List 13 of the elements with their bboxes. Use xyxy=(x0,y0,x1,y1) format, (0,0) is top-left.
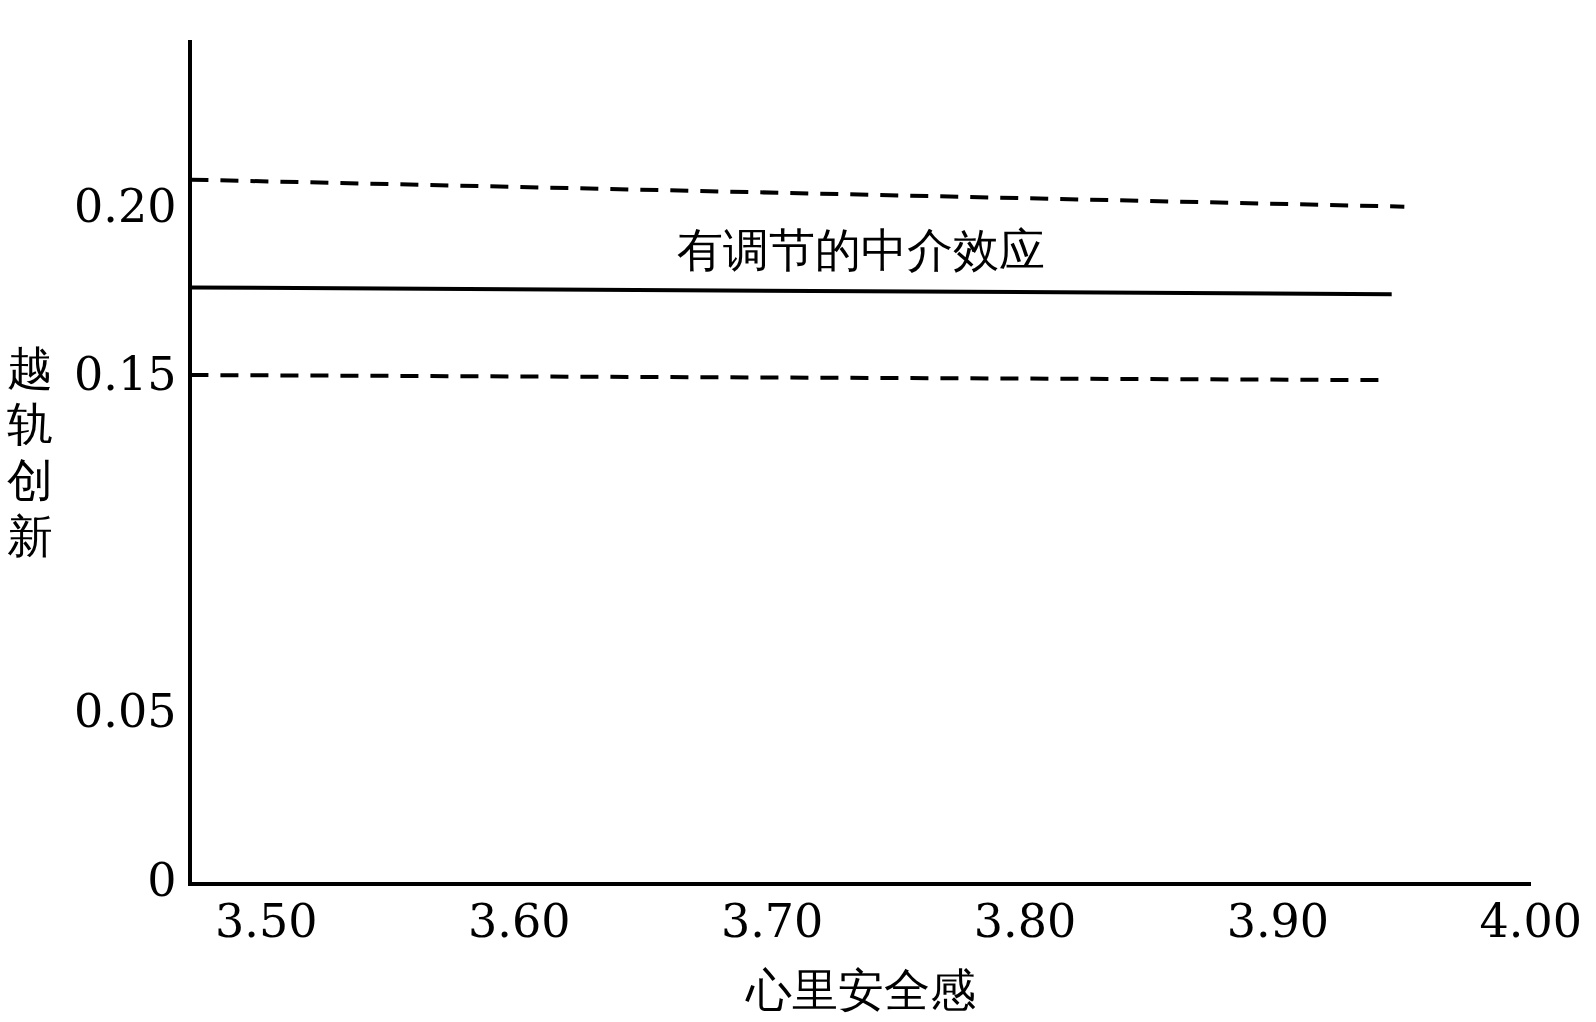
annotation: 有调节的中介效应 xyxy=(676,223,1045,278)
y-tick-label: 0.05 xyxy=(74,684,177,739)
x-tick-label: 3.80 xyxy=(973,894,1077,949)
x-tick-label: 4.00 xyxy=(1479,894,1582,949)
y-tick-label: 0.20 xyxy=(74,178,177,233)
x-axis-title: 心里安全感 xyxy=(744,963,976,1018)
y-axis-title: 越轨创新 xyxy=(6,340,54,564)
y-tick-label: 0.15 xyxy=(74,347,177,402)
y-tick-label: 0 xyxy=(147,852,177,907)
x-tick-label: 3.70 xyxy=(720,894,824,949)
x-tick-label: 3.90 xyxy=(1226,894,1330,949)
x-tick-label: 3.50 xyxy=(215,894,318,949)
x-tick-label: 3.60 xyxy=(467,894,571,949)
